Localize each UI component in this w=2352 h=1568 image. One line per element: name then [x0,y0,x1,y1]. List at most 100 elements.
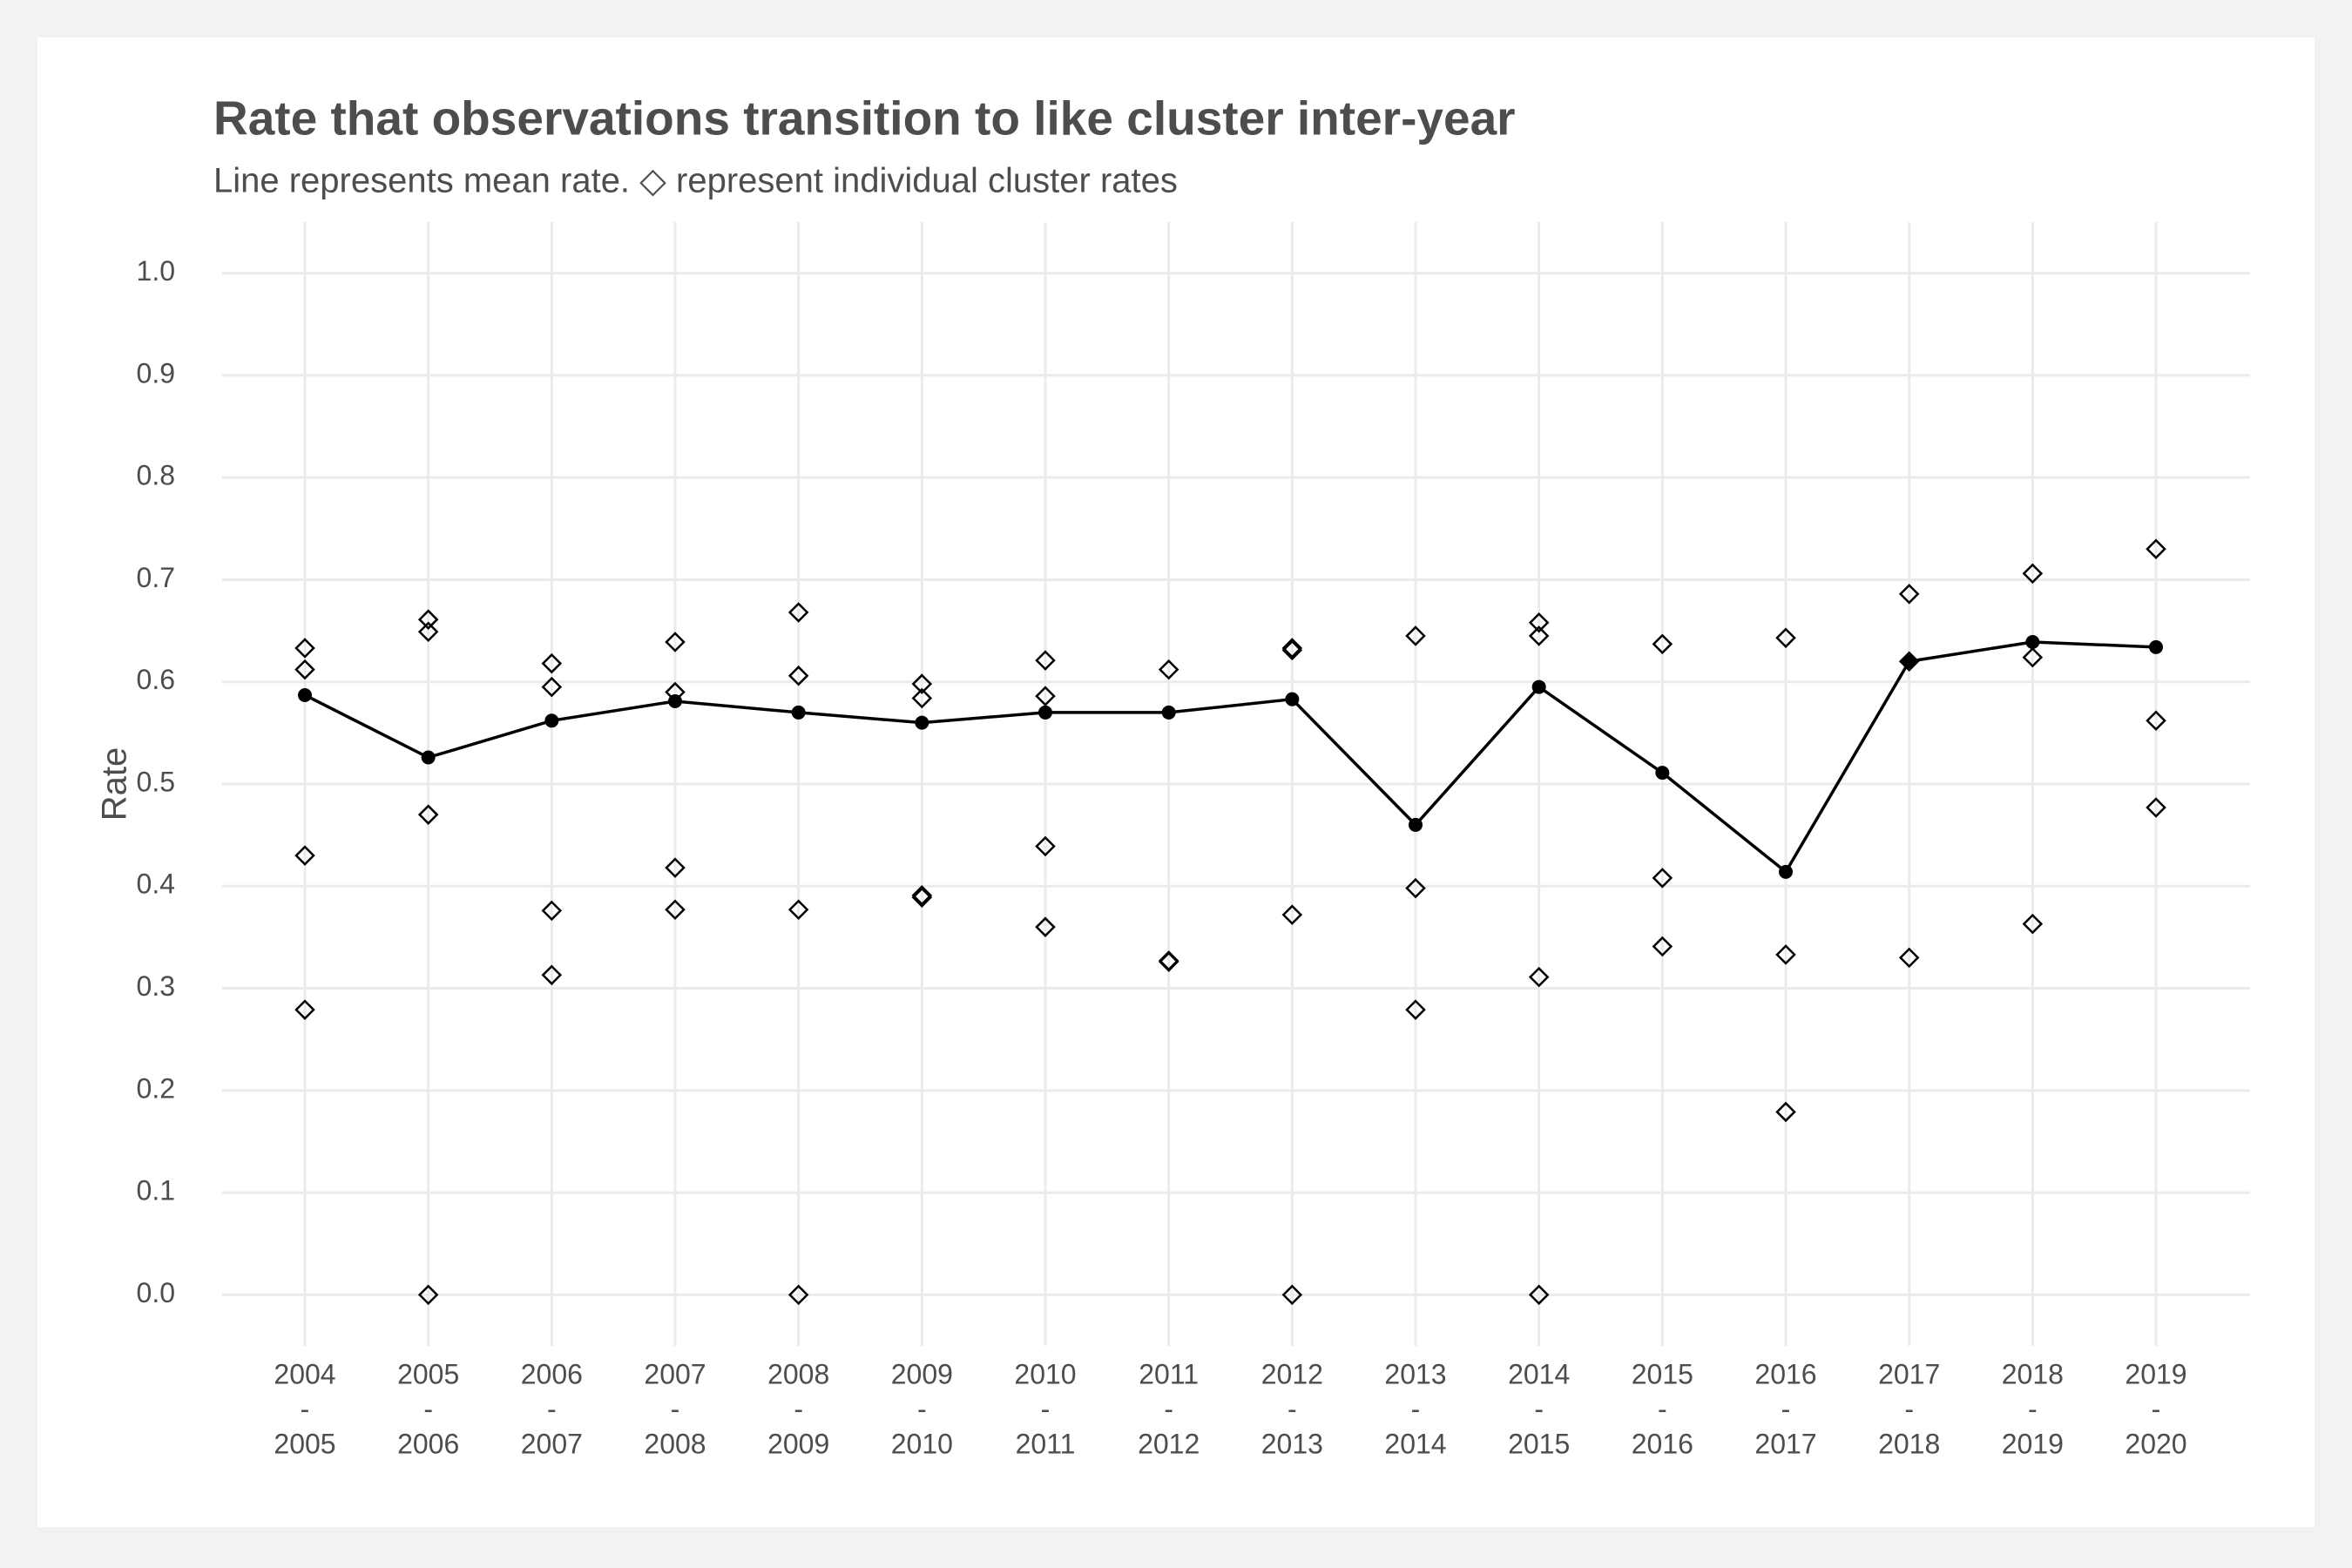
x-tick-label: 2016 [1632,1428,1693,1459]
x-tick-label: 2010 [1014,1358,1076,1389]
cluster-point [665,857,686,878]
cluster-point [665,899,686,921]
x-tick-label: 2008 [767,1358,829,1389]
x-tick-label: - [547,1393,557,1424]
x-tick-label: - [1411,1393,1421,1424]
x-tick-label: - [1658,1393,1667,1424]
x-tick-label: 2018 [1878,1428,1940,1459]
cluster-point [1035,916,1056,937]
cluster-point [1281,904,1303,925]
y-tick-label: 0.3 [137,970,175,1002]
cluster-point [2022,913,2044,935]
x-tick-label: 2010 [891,1428,953,1459]
cluster-point [417,804,439,825]
x-tick-label: - [1164,1393,1173,1424]
cluster-point [294,999,315,1020]
mean-point [1779,864,1793,879]
cluster-point [1035,686,1056,706]
mean-line [304,640,2157,875]
x-tick-label: - [423,1393,433,1424]
x-tick-label: 2009 [767,1428,829,1459]
x-tick-label: 2013 [1261,1428,1323,1459]
cluster-point [294,845,315,866]
cluster-point [541,652,563,674]
cluster-point [541,676,563,698]
cluster-point [1281,639,1303,661]
x-tick-label: 2006 [397,1428,459,1459]
y-tick-label: 0.4 [137,868,175,900]
x-tick-label: 2013 [1384,1358,1446,1389]
x-tick-label: 2005 [274,1428,335,1459]
cluster-point [787,1284,809,1306]
cluster-point [1405,625,1426,646]
y-tick-label: 0.0 [137,1277,175,1308]
mean-point [1038,705,1052,720]
cluster-point [417,609,439,630]
x-tick-label: 2008 [644,1428,706,1459]
y-tick-label: 0.8 [137,460,175,491]
x-tick-label: 2017 [1878,1358,1940,1389]
cluster-point [1281,638,1303,659]
cluster-point [1775,1101,1796,1123]
y-tick-label: 0.6 [137,664,175,695]
cluster-point [1898,947,1920,969]
x-tick-label: - [301,1393,310,1424]
cluster-point [1405,999,1426,1020]
mean-point [544,713,559,728]
mean-point [668,694,682,709]
y-tick-label: 0.9 [137,357,175,389]
x-tick-label: 2019 [2002,1428,2064,1459]
cluster-point [2146,797,2166,818]
x-tick-label: 2020 [2125,1428,2186,1459]
x-tick-label: 2011 [1016,1428,1076,1459]
cluster-point [787,899,809,921]
x-tick-label: 2006 [521,1358,583,1389]
x-tick-label: - [2028,1393,2038,1424]
mean-point [791,705,806,720]
cluster-point [294,638,315,659]
cluster-point [1528,625,1550,646]
cluster-point [2022,646,2044,668]
cluster-point [294,659,315,680]
cluster-point [417,1284,439,1306]
cluster-point [1775,944,1796,965]
cluster-point [911,887,933,908]
x-tick-label: 2012 [1261,1358,1323,1389]
cluster-point [1035,650,1056,671]
cluster-point [787,665,809,686]
y-tick-label: 0.2 [137,1072,175,1104]
x-tick-label: 2016 [1754,1358,1816,1389]
x-tick-label: 2015 [1508,1428,1570,1459]
x-tick-label: 2014 [1508,1358,1570,1389]
cluster-point [2146,710,2166,732]
cluster-point [1652,936,1673,957]
cluster-point [1775,627,1796,649]
cluster-point [911,673,933,694]
x-tick-label: - [1534,1393,1544,1424]
x-tick-label: 2017 [1754,1428,1816,1459]
x-tick-label: 2018 [2002,1358,2064,1389]
cluster-point [1528,966,1550,988]
x-tick-label: 2019 [2125,1358,2186,1389]
cluster-point [541,964,563,986]
x-tick-label: 2015 [1632,1358,1693,1389]
mean-point [2025,634,2040,649]
x-tick-label: 2007 [521,1428,583,1459]
y-axis-title: Rate [96,747,134,821]
mean-point [915,715,929,730]
x-tick-label: 2009 [891,1358,953,1389]
cluster-point [1898,584,1920,605]
cluster-point [1528,612,1550,633]
x-tick-label: - [1781,1393,1791,1424]
x-tick-label: 2012 [1138,1428,1200,1459]
cluster-point [1158,951,1179,972]
mean-point [1902,654,1916,669]
panel [37,37,2315,1527]
grid [222,222,2250,1346]
marks [294,538,2166,1306]
cluster-point [1035,835,1056,857]
cluster-point [1281,1284,1303,1306]
x-tick-label: 2005 [397,1358,459,1389]
cluster-point [787,602,809,623]
